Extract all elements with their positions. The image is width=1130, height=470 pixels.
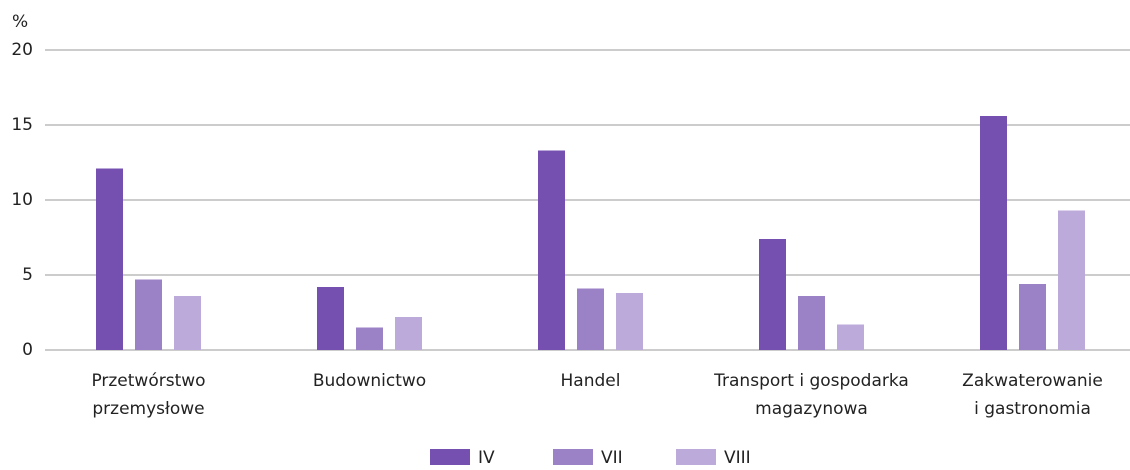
y-tick-label: 0 xyxy=(22,340,33,360)
bar xyxy=(395,317,422,350)
x-tick-label: przemysłowe xyxy=(92,399,204,419)
x-tick-label: Przetwórstwo xyxy=(91,371,205,391)
x-tick-label: Budownictwo xyxy=(313,371,426,391)
x-tick-label: magazynowa xyxy=(755,399,868,419)
y-tick-label: 15 xyxy=(11,115,33,135)
bar xyxy=(174,296,201,350)
bar xyxy=(356,327,383,350)
x-tick-label: i gastronomia xyxy=(974,399,1091,419)
y-tick-label: 20 xyxy=(11,40,33,60)
bar xyxy=(980,116,1007,350)
bar xyxy=(577,288,604,350)
legend-swatch xyxy=(553,449,593,465)
bar xyxy=(616,293,643,350)
bar xyxy=(135,279,162,350)
legend-label: IV xyxy=(478,448,495,466)
legend-label: VII xyxy=(601,448,623,466)
y-axis-label: % xyxy=(12,12,28,32)
bar xyxy=(1058,210,1085,350)
legend-swatch xyxy=(430,449,470,465)
bar xyxy=(317,287,344,350)
y-tick-label: 10 xyxy=(11,190,33,210)
bar xyxy=(798,296,825,350)
bar xyxy=(759,239,786,350)
x-tick-label: Handel xyxy=(561,371,621,391)
legend-swatch xyxy=(676,449,716,465)
bar xyxy=(96,168,123,350)
x-tick-label: Transport i gospodarka xyxy=(713,371,909,391)
legend-label: VIII xyxy=(724,448,751,466)
bar xyxy=(837,324,864,350)
bar xyxy=(538,150,565,350)
x-tick-label: Zakwaterowanie xyxy=(962,371,1103,391)
y-tick-label: 5 xyxy=(22,265,33,285)
bar xyxy=(1019,284,1046,350)
